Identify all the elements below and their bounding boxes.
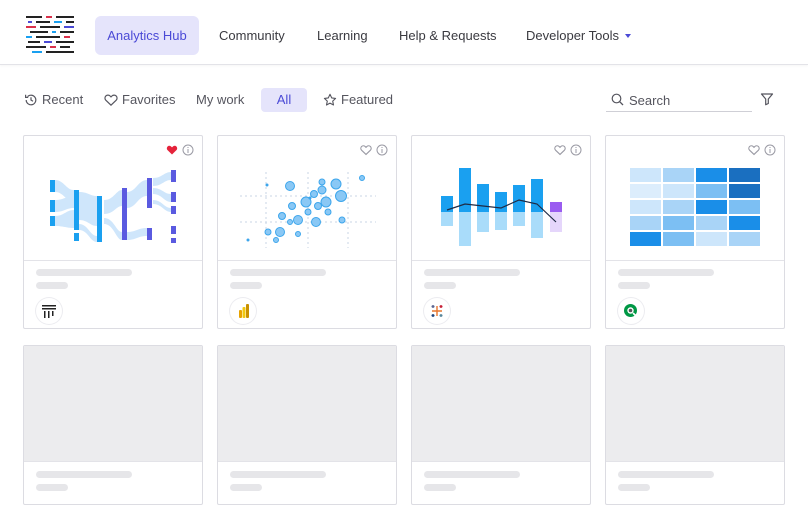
card-preview [412, 136, 590, 261]
title-skeleton [424, 269, 520, 276]
nav-tab-label: Community [219, 28, 285, 43]
favorite-heart-icon[interactable] [554, 144, 566, 156]
title-skeleton [230, 269, 326, 276]
filter-favorites[interactable]: Favorites [104, 88, 175, 112]
star-outline-icon [323, 93, 337, 106]
tableau-icon [431, 305, 443, 317]
qlik-icon [624, 304, 638, 318]
nav-tab-learning[interactable]: Learning [305, 16, 380, 55]
tool-logo [424, 298, 450, 324]
filter-all[interactable]: All [261, 88, 307, 112]
nav-tab-label: Help & Requests [399, 28, 497, 43]
card-preview [606, 346, 784, 462]
search-box [606, 88, 752, 112]
favorite-heart-icon[interactable] [360, 144, 372, 156]
logo-icon[interactable] [26, 16, 76, 54]
placeholder-card [605, 345, 785, 505]
info-icon[interactable] [570, 144, 582, 156]
tool-logo [36, 298, 62, 324]
filter-label: Featured [341, 92, 394, 107]
info-icon[interactable] [182, 144, 194, 156]
tool-logo [618, 298, 644, 324]
nav-tab-analytics-hub[interactable]: Analytics Hub [95, 16, 199, 55]
bubble-scatter-chart-thumbnail [240, 172, 376, 248]
title-skeleton [424, 471, 520, 478]
nav-tab-label: Developer Tools [526, 28, 619, 43]
search-input[interactable] [629, 89, 747, 111]
chevron-down-icon [624, 34, 631, 38]
title-skeleton [618, 471, 714, 478]
funnel-icon[interactable] [760, 92, 774, 106]
dashboard-card[interactable] [411, 135, 591, 329]
favorite-heart-icon[interactable] [748, 144, 760, 156]
favorite-heart-icon[interactable] [166, 144, 178, 156]
bar-line-combo-chart-thumbnail [441, 168, 562, 246]
dashboard-card[interactable] [23, 135, 203, 329]
filter-my-work[interactable]: My work [196, 88, 244, 112]
filter-label: Favorites [122, 92, 176, 107]
top-nav: Analytics Hub Community Learning Help & … [0, 0, 808, 65]
nav-tab-label: Analytics Hub [107, 28, 187, 43]
subtitle-skeleton [230, 282, 262, 289]
heatmap-chart-thumbnail [630, 168, 760, 246]
card-preview [218, 136, 396, 261]
card-preview [218, 346, 396, 462]
title-skeleton [230, 471, 326, 478]
sankey-chart-thumbnail [50, 170, 176, 243]
card-preview [24, 136, 202, 261]
card-preview [24, 346, 202, 462]
filter-label: My work [196, 92, 245, 107]
nav-tab-help-requests[interactable]: Help & Requests [387, 16, 509, 55]
tool-logo [230, 298, 256, 324]
nav-tab-community[interactable]: Community [207, 16, 297, 55]
info-icon[interactable] [376, 144, 388, 156]
subtitle-skeleton [424, 282, 456, 289]
placeholder-card [411, 345, 591, 505]
heart-outline-icon [104, 94, 118, 107]
title-skeleton [36, 269, 132, 276]
search-icon [611, 93, 624, 106]
dashboard-card[interactable] [605, 135, 785, 329]
nav-tab-label: Learning [317, 28, 368, 43]
subtitle-skeleton [618, 282, 650, 289]
filter-featured[interactable]: Featured [323, 88, 393, 112]
title-skeleton [36, 471, 132, 478]
power-bi-icon [239, 304, 249, 318]
history-icon [25, 94, 37, 106]
filter-label: Recent [42, 92, 84, 107]
placeholder-card [23, 345, 203, 505]
info-icon[interactable] [764, 144, 776, 156]
filter-recent[interactable]: Recent [24, 88, 83, 112]
title-skeleton [618, 269, 714, 276]
bar-tool-icon [42, 305, 56, 318]
nav-tab-developer-tools[interactable]: Developer Tools [514, 16, 643, 55]
filter-label: All [276, 92, 292, 107]
card-preview [606, 136, 784, 261]
subtitle-skeleton [36, 282, 68, 289]
dashboard-card[interactable] [217, 135, 397, 329]
placeholder-card [217, 345, 397, 505]
card-preview [412, 346, 590, 462]
